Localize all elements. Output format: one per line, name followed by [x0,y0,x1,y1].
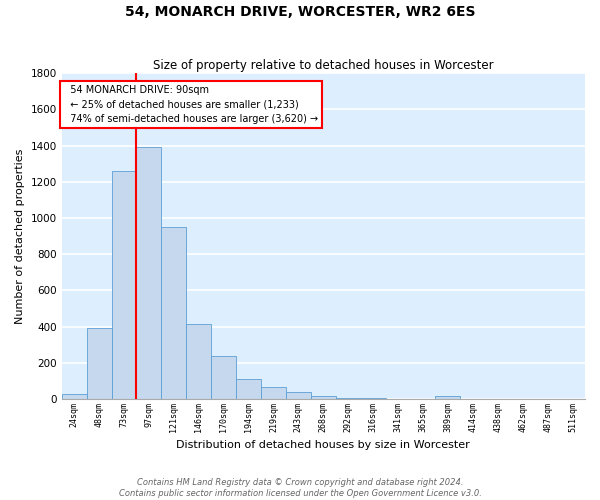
Bar [361,398,386,399]
Bar [236,379,261,399]
Bar [161,227,186,399]
Bar [261,387,286,399]
Bar [436,396,460,399]
Bar [136,148,161,399]
Y-axis label: Number of detached properties: Number of detached properties [15,148,25,324]
Title: Size of property relative to detached houses in Worcester: Size of property relative to detached ho… [153,59,494,72]
Text: 54, MONARCH DRIVE, WORCESTER, WR2 6ES: 54, MONARCH DRIVE, WORCESTER, WR2 6ES [125,5,475,19]
Bar [112,171,136,399]
Bar [311,396,336,399]
Bar [186,324,211,399]
Bar [86,328,112,399]
Bar [336,398,361,399]
Bar [286,392,311,399]
X-axis label: Distribution of detached houses by size in Worcester: Distribution of detached houses by size … [176,440,470,450]
Text: 54 MONARCH DRIVE: 90sqm
  ← 25% of detached houses are smaller (1,233)
  74% of : 54 MONARCH DRIVE: 90sqm ← 25% of detache… [64,84,319,124]
Bar [211,356,236,399]
Text: Contains HM Land Registry data © Crown copyright and database right 2024.
Contai: Contains HM Land Registry data © Crown c… [119,478,481,498]
Bar [62,394,86,399]
